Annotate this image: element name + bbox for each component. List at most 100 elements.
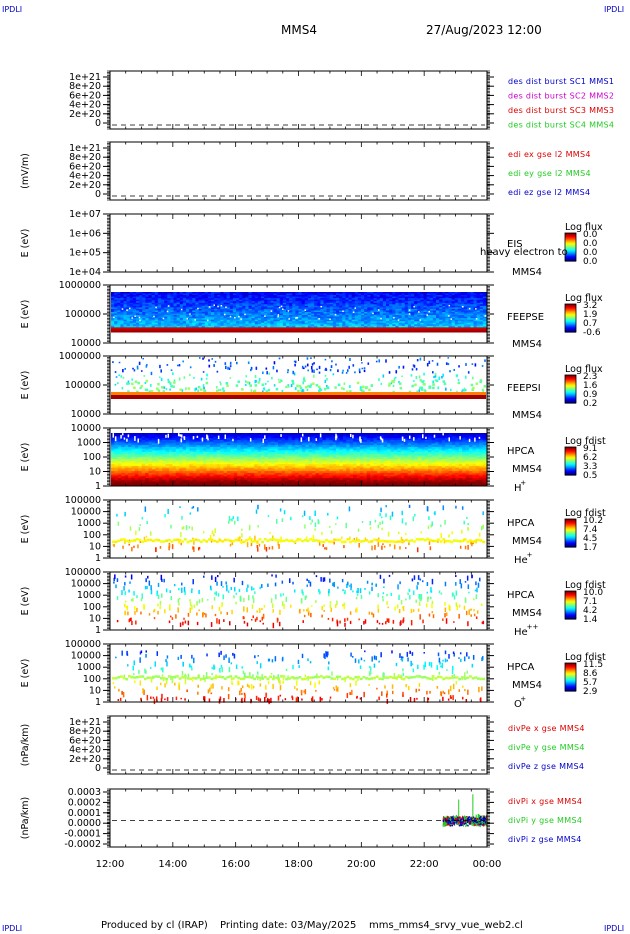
spectrogram-cell <box>270 322 274 325</box>
spectrogram-cell <box>373 296 378 299</box>
spectrogram-cell <box>332 321 337 324</box>
spectrogram-cell <box>345 324 349 327</box>
spectrogram-cell <box>423 318 428 321</box>
spectrogram-cell <box>217 296 221 299</box>
spectrogram-cell <box>279 321 284 324</box>
spectrogram-cell <box>426 307 431 310</box>
spectrogram-cell <box>448 322 453 325</box>
spectrogram-cell <box>203 441 207 444</box>
spectrogram-cell <box>314 293 318 296</box>
colorbar-segment <box>565 236 576 239</box>
spectrogram-cell <box>307 319 312 322</box>
spectrogram-cell <box>390 434 395 437</box>
spectrogram-cell <box>411 310 415 313</box>
spectrogram-cell <box>220 438 224 441</box>
spectrogram-cell <box>431 360 434 362</box>
spectrogram-cell <box>254 318 259 321</box>
spectrogram-speck <box>194 319 196 321</box>
spectrogram-cell <box>273 312 278 315</box>
spectrogram-cell <box>304 310 309 313</box>
spectrogram-cell <box>351 302 356 305</box>
spectrogram-cell <box>445 308 449 311</box>
spectrogram-cell <box>348 327 353 330</box>
spectrogram-cell <box>392 321 396 324</box>
spectrogram-cell <box>398 302 403 305</box>
spectrogram-cell <box>314 321 318 324</box>
spectrogram-cell <box>370 295 374 298</box>
spectrogram-cell <box>151 327 156 330</box>
spectrogram-cell <box>126 325 131 328</box>
spectrogram-cell <box>223 299 228 302</box>
spectrogram-cell <box>211 313 215 316</box>
spectrogram-cell <box>454 296 459 299</box>
spectrogram-cell <box>445 301 449 304</box>
spectrogram-cell <box>217 315 221 318</box>
spectrogram-cell <box>111 299 115 302</box>
spectrogram-cell <box>267 296 271 299</box>
spectrogram-cell <box>254 328 259 331</box>
spectrogram-cell <box>201 316 206 319</box>
spectrogram-cell <box>364 312 368 315</box>
spectrogram-cell <box>451 324 456 327</box>
spectrogram-cell <box>198 301 203 304</box>
spectrogram-cell <box>320 321 324 324</box>
spectrogram-cell <box>226 302 231 305</box>
spectrogram-cell <box>310 366 313 370</box>
spectrogram-cell <box>417 330 421 333</box>
spectrogram-cell <box>373 316 378 319</box>
spectrogram-cell <box>439 321 443 324</box>
spectrogram-cell <box>142 315 146 318</box>
spectrogram-cell <box>117 304 121 307</box>
spectrogram-cell <box>229 308 234 311</box>
spectrogram-cell <box>404 299 409 302</box>
spectrogram-cell <box>129 296 134 299</box>
spectrogram-cell <box>175 438 180 441</box>
spectrogram-cell <box>411 313 415 316</box>
spectrogram-cell <box>342 436 347 439</box>
spectrogram-cell <box>393 433 398 436</box>
spectrogram-cell <box>142 308 146 311</box>
spectrogram-cell <box>204 293 209 296</box>
spectrogram-cell <box>132 316 137 319</box>
spectrogram-cell <box>325 433 330 436</box>
spectrogram-cell <box>376 324 381 327</box>
spectrogram-cell <box>192 301 196 304</box>
spectrogram-cell <box>170 324 174 327</box>
spectrogram-cell <box>442 373 444 377</box>
spectrogram-cell <box>286 298 290 301</box>
spectrogram-cell <box>342 293 346 296</box>
spectrogram-cell <box>348 321 353 324</box>
spectrogram-cell <box>154 296 159 299</box>
spectrogram-cell <box>392 313 396 316</box>
spectrogram-cell <box>404 312 409 315</box>
spectrogram-cell <box>195 293 199 296</box>
spectrogram-cell <box>431 433 436 436</box>
spectrogram-cell <box>332 298 337 301</box>
spectrogram-cell <box>207 310 212 313</box>
spectrogram-cell <box>192 322 196 325</box>
spectrogram-cell <box>439 292 443 295</box>
spectrogram-cell <box>364 301 368 304</box>
spectrogram-cell <box>417 293 421 296</box>
spectrogram-cell <box>470 313 474 316</box>
spectrogram-cell <box>148 293 153 296</box>
spectrogram-cell <box>457 324 462 327</box>
spectrogram-cell <box>364 305 368 308</box>
spectrogram-cell <box>172 438 177 441</box>
spectrogram-cell <box>214 330 218 333</box>
spectrogram-cell <box>217 301 221 304</box>
spectrogram-speck <box>270 310 273 312</box>
spectrogram-cell <box>192 308 196 311</box>
spectrogram-cell <box>257 313 262 316</box>
spectrogram-cell <box>325 384 328 388</box>
spectrogram-cell <box>401 330 406 333</box>
spectrogram-cell <box>357 310 362 313</box>
spectrogram-cell <box>179 298 184 301</box>
spectrogram-cell <box>395 315 399 318</box>
spectrogram-cell <box>351 308 356 311</box>
spectrogram-cell <box>325 434 330 437</box>
spectrogram-cell <box>457 293 462 296</box>
spectrogram-cell <box>141 441 146 444</box>
spectrogram-cell <box>157 296 162 299</box>
spectrogram-cell <box>145 295 149 298</box>
